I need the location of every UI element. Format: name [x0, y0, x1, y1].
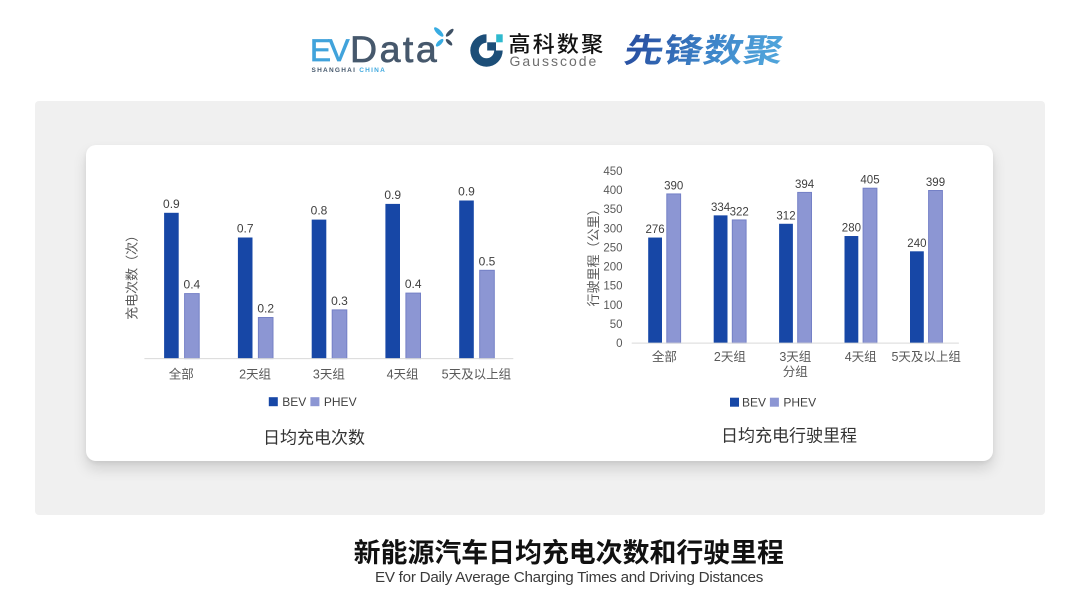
svg-text:2天组: 2天组 — [239, 367, 271, 381]
svg-text:334: 334 — [711, 202, 731, 214]
svg-text:BEV: BEV — [742, 396, 766, 410]
svg-text:充电次数（次）: 充电次数（次） — [125, 229, 140, 320]
svg-text:2天组: 2天组 — [714, 350, 746, 364]
svg-text:399: 399 — [926, 177, 945, 189]
svg-text:0.3: 0.3 — [331, 294, 348, 308]
svg-text:390: 390 — [664, 180, 683, 192]
svg-text:300: 300 — [603, 223, 622, 235]
svg-text:350: 350 — [603, 204, 622, 216]
svg-text:BEV: BEV — [282, 395, 306, 409]
svg-text:PHEV: PHEV — [783, 396, 816, 410]
svg-text:0: 0 — [616, 338, 622, 350]
svg-text:100: 100 — [603, 300, 622, 312]
svg-text:0.4: 0.4 — [405, 277, 422, 291]
svg-text:0.4: 0.4 — [184, 278, 201, 292]
svg-text:322: 322 — [730, 207, 749, 219]
svg-text:280: 280 — [842, 223, 861, 235]
svg-text:0.9: 0.9 — [458, 185, 475, 199]
svg-text:PHEV: PHEV — [324, 395, 357, 409]
svg-text:0.8: 0.8 — [311, 204, 328, 218]
svg-text:0.5: 0.5 — [479, 254, 496, 268]
svg-text:200: 200 — [603, 262, 622, 274]
svg-text:405: 405 — [860, 175, 879, 187]
svg-text:行驶里程（公里）: 行驶里程（公里） — [586, 202, 601, 306]
svg-text:150: 150 — [603, 281, 622, 293]
svg-text:250: 250 — [603, 243, 622, 255]
svg-text:全部: 全部 — [169, 366, 194, 381]
svg-text:5天及以上组: 5天及以上组 — [442, 367, 511, 381]
svg-text:日均充电次数: 日均充电次数 — [263, 428, 365, 447]
svg-text:3天组: 3天组 — [313, 367, 345, 381]
svg-text:分组: 分组 — [783, 365, 808, 379]
svg-text:全部: 全部 — [652, 349, 677, 364]
svg-text:0.2: 0.2 — [257, 302, 274, 316]
svg-text:3天组: 3天组 — [779, 350, 811, 364]
svg-text:0.7: 0.7 — [237, 222, 254, 236]
svg-text:394: 394 — [795, 179, 815, 191]
svg-text:4天组: 4天组 — [845, 350, 877, 364]
svg-text:日均充电行驶里程: 日均充电行驶里程 — [721, 426, 857, 445]
svg-text:276: 276 — [646, 224, 665, 236]
svg-text:5天及以上组: 5天及以上组 — [891, 350, 960, 364]
svg-text:400: 400 — [603, 185, 622, 197]
svg-text:0.9: 0.9 — [163, 197, 180, 211]
svg-text:0.9: 0.9 — [384, 188, 401, 202]
svg-text:240: 240 — [907, 238, 926, 250]
svg-text:50: 50 — [610, 319, 623, 331]
svg-text:4天组: 4天组 — [387, 367, 419, 381]
svg-text:450: 450 — [603, 166, 622, 178]
svg-text:312: 312 — [776, 210, 795, 222]
